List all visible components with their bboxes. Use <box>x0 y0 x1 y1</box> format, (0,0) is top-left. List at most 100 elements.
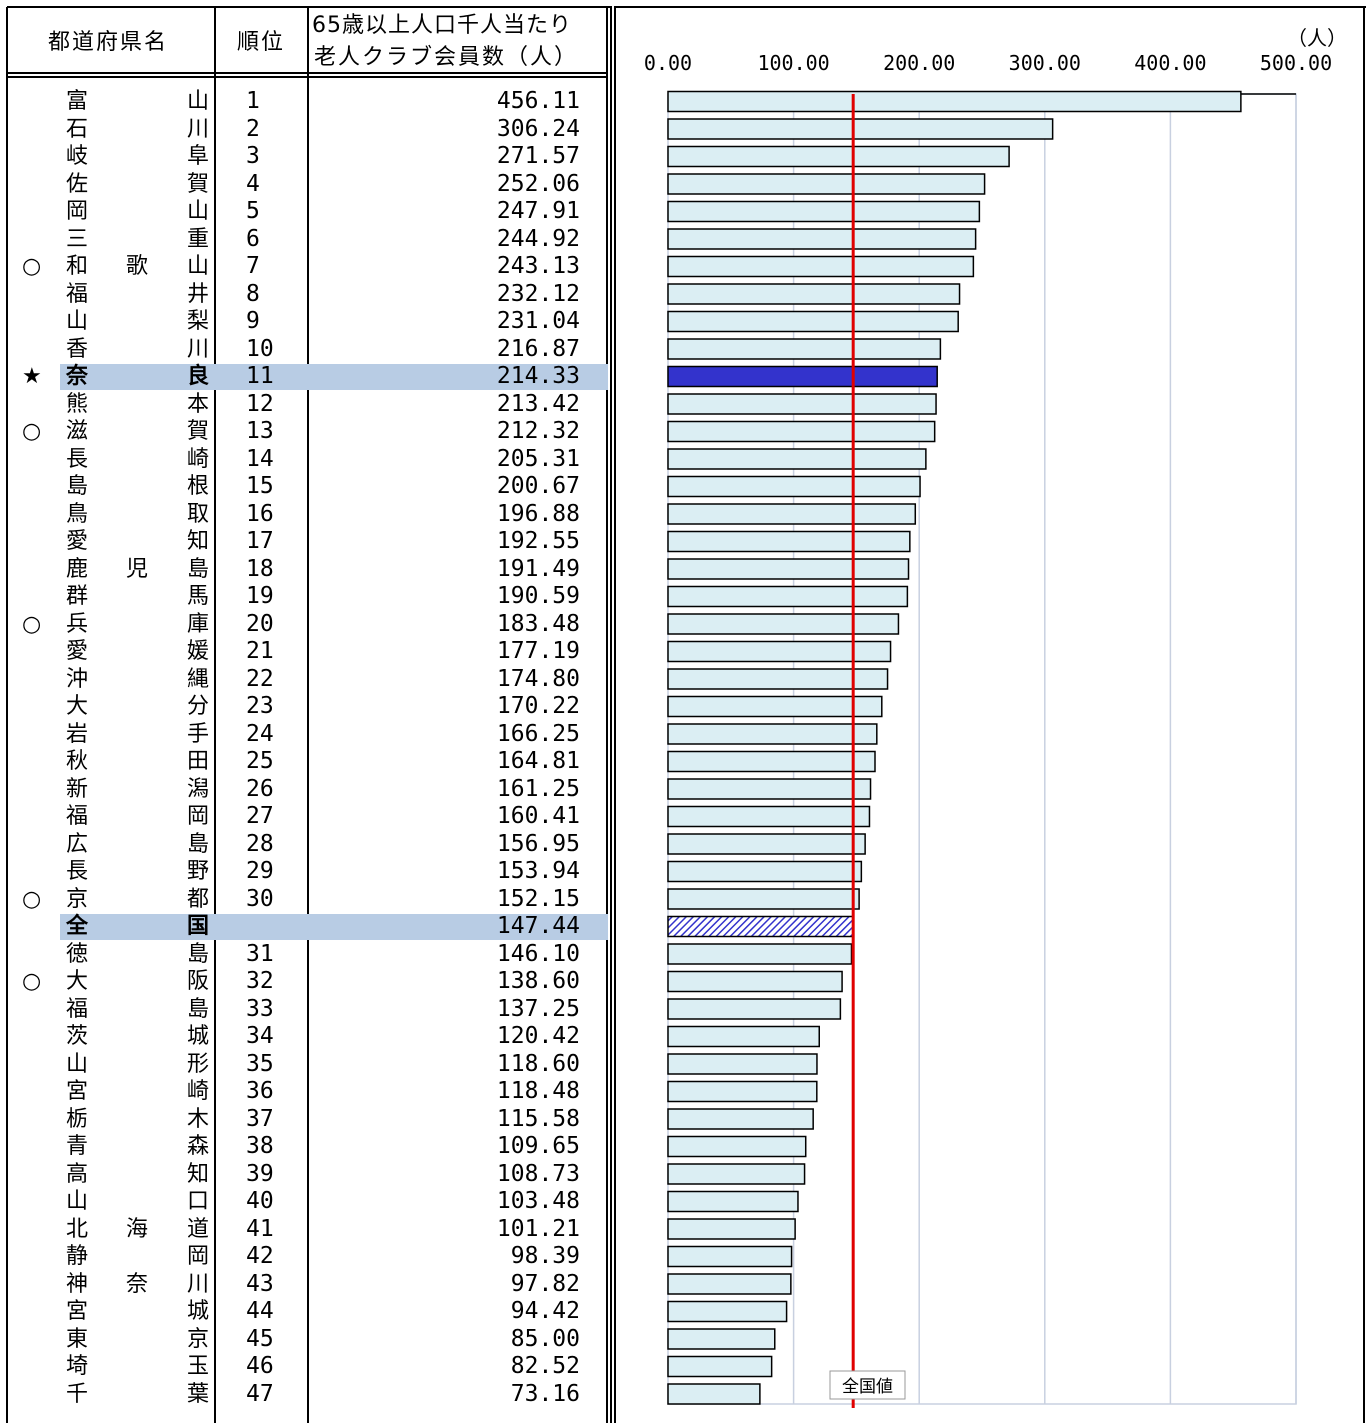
header-value-line1: 65歳以上人口千人当たり <box>312 13 572 38</box>
bar <box>667 998 842 1020</box>
bar <box>667 778 872 800</box>
rank-cell: 10 <box>246 335 274 362</box>
value-cell: 118.48 <box>496 1078 580 1104</box>
prefecture-char-1: 福 <box>66 996 89 1022</box>
prefecture-char-3: 馬 <box>187 584 210 609</box>
prefecture-char-3: 田 <box>187 749 210 774</box>
rank-cell: 12 <box>246 390 274 417</box>
prefecture-char-3: 潟 <box>187 776 210 802</box>
prefecture-char-3: 阜 <box>187 144 210 169</box>
value-cell: 109.65 <box>496 1133 580 1159</box>
rank-cell: 29 <box>246 858 274 884</box>
value-cell: 232.12 <box>496 280 580 307</box>
prefecture-char-3: 島 <box>187 556 210 582</box>
rank-cell: 3 <box>246 143 260 169</box>
bar <box>667 475 921 498</box>
bar <box>667 228 977 250</box>
rank-cell: 20 <box>246 610 274 637</box>
prefecture-char-1: 長 <box>66 446 89 472</box>
bar <box>667 1245 793 1268</box>
rank-cell: 11 <box>246 363 274 389</box>
prefecture-char-3: 山 <box>187 89 210 114</box>
rank-cell: 2 <box>246 115 260 142</box>
value-cell: 456.11 <box>496 88 580 114</box>
rank-cell: 27 <box>246 803 274 829</box>
prefecture-char-1: 山 <box>66 1051 89 1077</box>
prefecture-char-1: 全 <box>66 914 89 939</box>
bar <box>667 90 1242 113</box>
bar <box>667 805 871 828</box>
prefecture-char-3: 口 <box>187 1189 210 1214</box>
bar <box>667 503 917 525</box>
bar <box>667 695 883 718</box>
prefecture-char-1: 宮 <box>66 1299 89 1324</box>
prefecture-char-1: 和 <box>66 254 89 279</box>
prefecture-char-1: 福 <box>66 281 89 307</box>
ranking-table: 都道府県名 順位 65歳以上人口千人当たり 老人クラブ会員数（人） 富山 1 456… <box>0 0 612 1423</box>
table-grid <box>6 6 612 1423</box>
rank-cell: 38 <box>246 1133 274 1159</box>
prefecture-char-3: 分 <box>187 694 210 719</box>
x-tick-label: 200.00 <box>883 51 955 75</box>
prefecture-char-1: 兵 <box>66 611 89 637</box>
value-cell: 271.57 <box>496 143 580 169</box>
value-cell: 156.95 <box>496 830 580 857</box>
row-mark: ★ <box>22 364 42 389</box>
reference-line-label: 全国値 <box>842 1377 893 1397</box>
value-cell: 101.21 <box>496 1215 580 1242</box>
prefecture-char-3: 媛 <box>187 639 210 664</box>
prefecture-char-1: 島 <box>66 474 89 499</box>
prefecture-char-3: 重 <box>187 226 210 252</box>
rank-cell: 1 <box>246 88 260 114</box>
bar-chart: 0.00 100.00 200.00 300.00 400.00 500.00 （人） 全国値 <box>612 0 1366 1423</box>
row-mark: ○ <box>22 419 42 444</box>
bar <box>667 255 975 278</box>
prefecture-char-3: 岡 <box>187 804 210 829</box>
prefecture-char-3: 岡 <box>187 1244 210 1269</box>
prefecture-char-3: 手 <box>187 721 210 747</box>
bar <box>667 750 876 773</box>
value-cell: 205.31 <box>496 445 580 472</box>
prefecture-char-1: 北 <box>66 1216 89 1242</box>
bar <box>667 1053 818 1075</box>
x-tick-label: 100.00 <box>757 51 829 75</box>
x-tick-label: 300.00 <box>1009 51 1081 75</box>
bar <box>667 860 863 883</box>
prefecture-char-3: 京 <box>187 1326 210 1352</box>
prefecture-char-1: 香 <box>66 336 89 362</box>
prefecture-char-3: 国 <box>187 914 210 939</box>
prefecture-char-1: 鹿 <box>66 556 89 582</box>
prefecture-char-2: 歌 <box>126 254 149 279</box>
prefecture-char-1: 静 <box>66 1244 89 1269</box>
prefecture-char-1: 千 <box>66 1381 89 1407</box>
prefecture-char-3: 島 <box>187 831 210 857</box>
bar <box>667 970 843 993</box>
prefecture-char-1: 栃 <box>66 1106 89 1132</box>
bar <box>667 1025 820 1048</box>
header-value-line2: 老人クラブ会員数（人） <box>314 45 579 70</box>
prefecture-char-1: 大 <box>66 969 89 994</box>
prefecture-char-1: 三 <box>66 226 89 252</box>
value-cell: 174.80 <box>496 665 580 692</box>
prefecture-char-1: 岩 <box>66 721 89 747</box>
bar <box>667 118 1054 140</box>
prefecture-char-1: 岡 <box>66 199 89 224</box>
bar <box>667 365 938 388</box>
prefecture-char-3: 取 <box>187 501 210 527</box>
bar <box>667 310 959 333</box>
rank-cell: 17 <box>246 528 274 554</box>
value-cell: 118.60 <box>496 1050 580 1077</box>
rank-cell: 33 <box>246 995 274 1022</box>
prefecture-char-2: 海 <box>126 1216 149 1242</box>
value-cell: 177.19 <box>496 638 580 664</box>
prefecture-char-1: 徳 <box>66 941 89 967</box>
prefecture-char-3: 庫 <box>187 611 210 637</box>
bar <box>667 640 892 663</box>
prefecture-char-3: 川 <box>187 116 210 142</box>
rank-cell: 45 <box>246 1325 274 1352</box>
value-cell: 212.32 <box>496 418 580 444</box>
bar <box>667 1080 818 1103</box>
rank-cell: 5 <box>246 198 260 224</box>
bar <box>667 1108 814 1130</box>
